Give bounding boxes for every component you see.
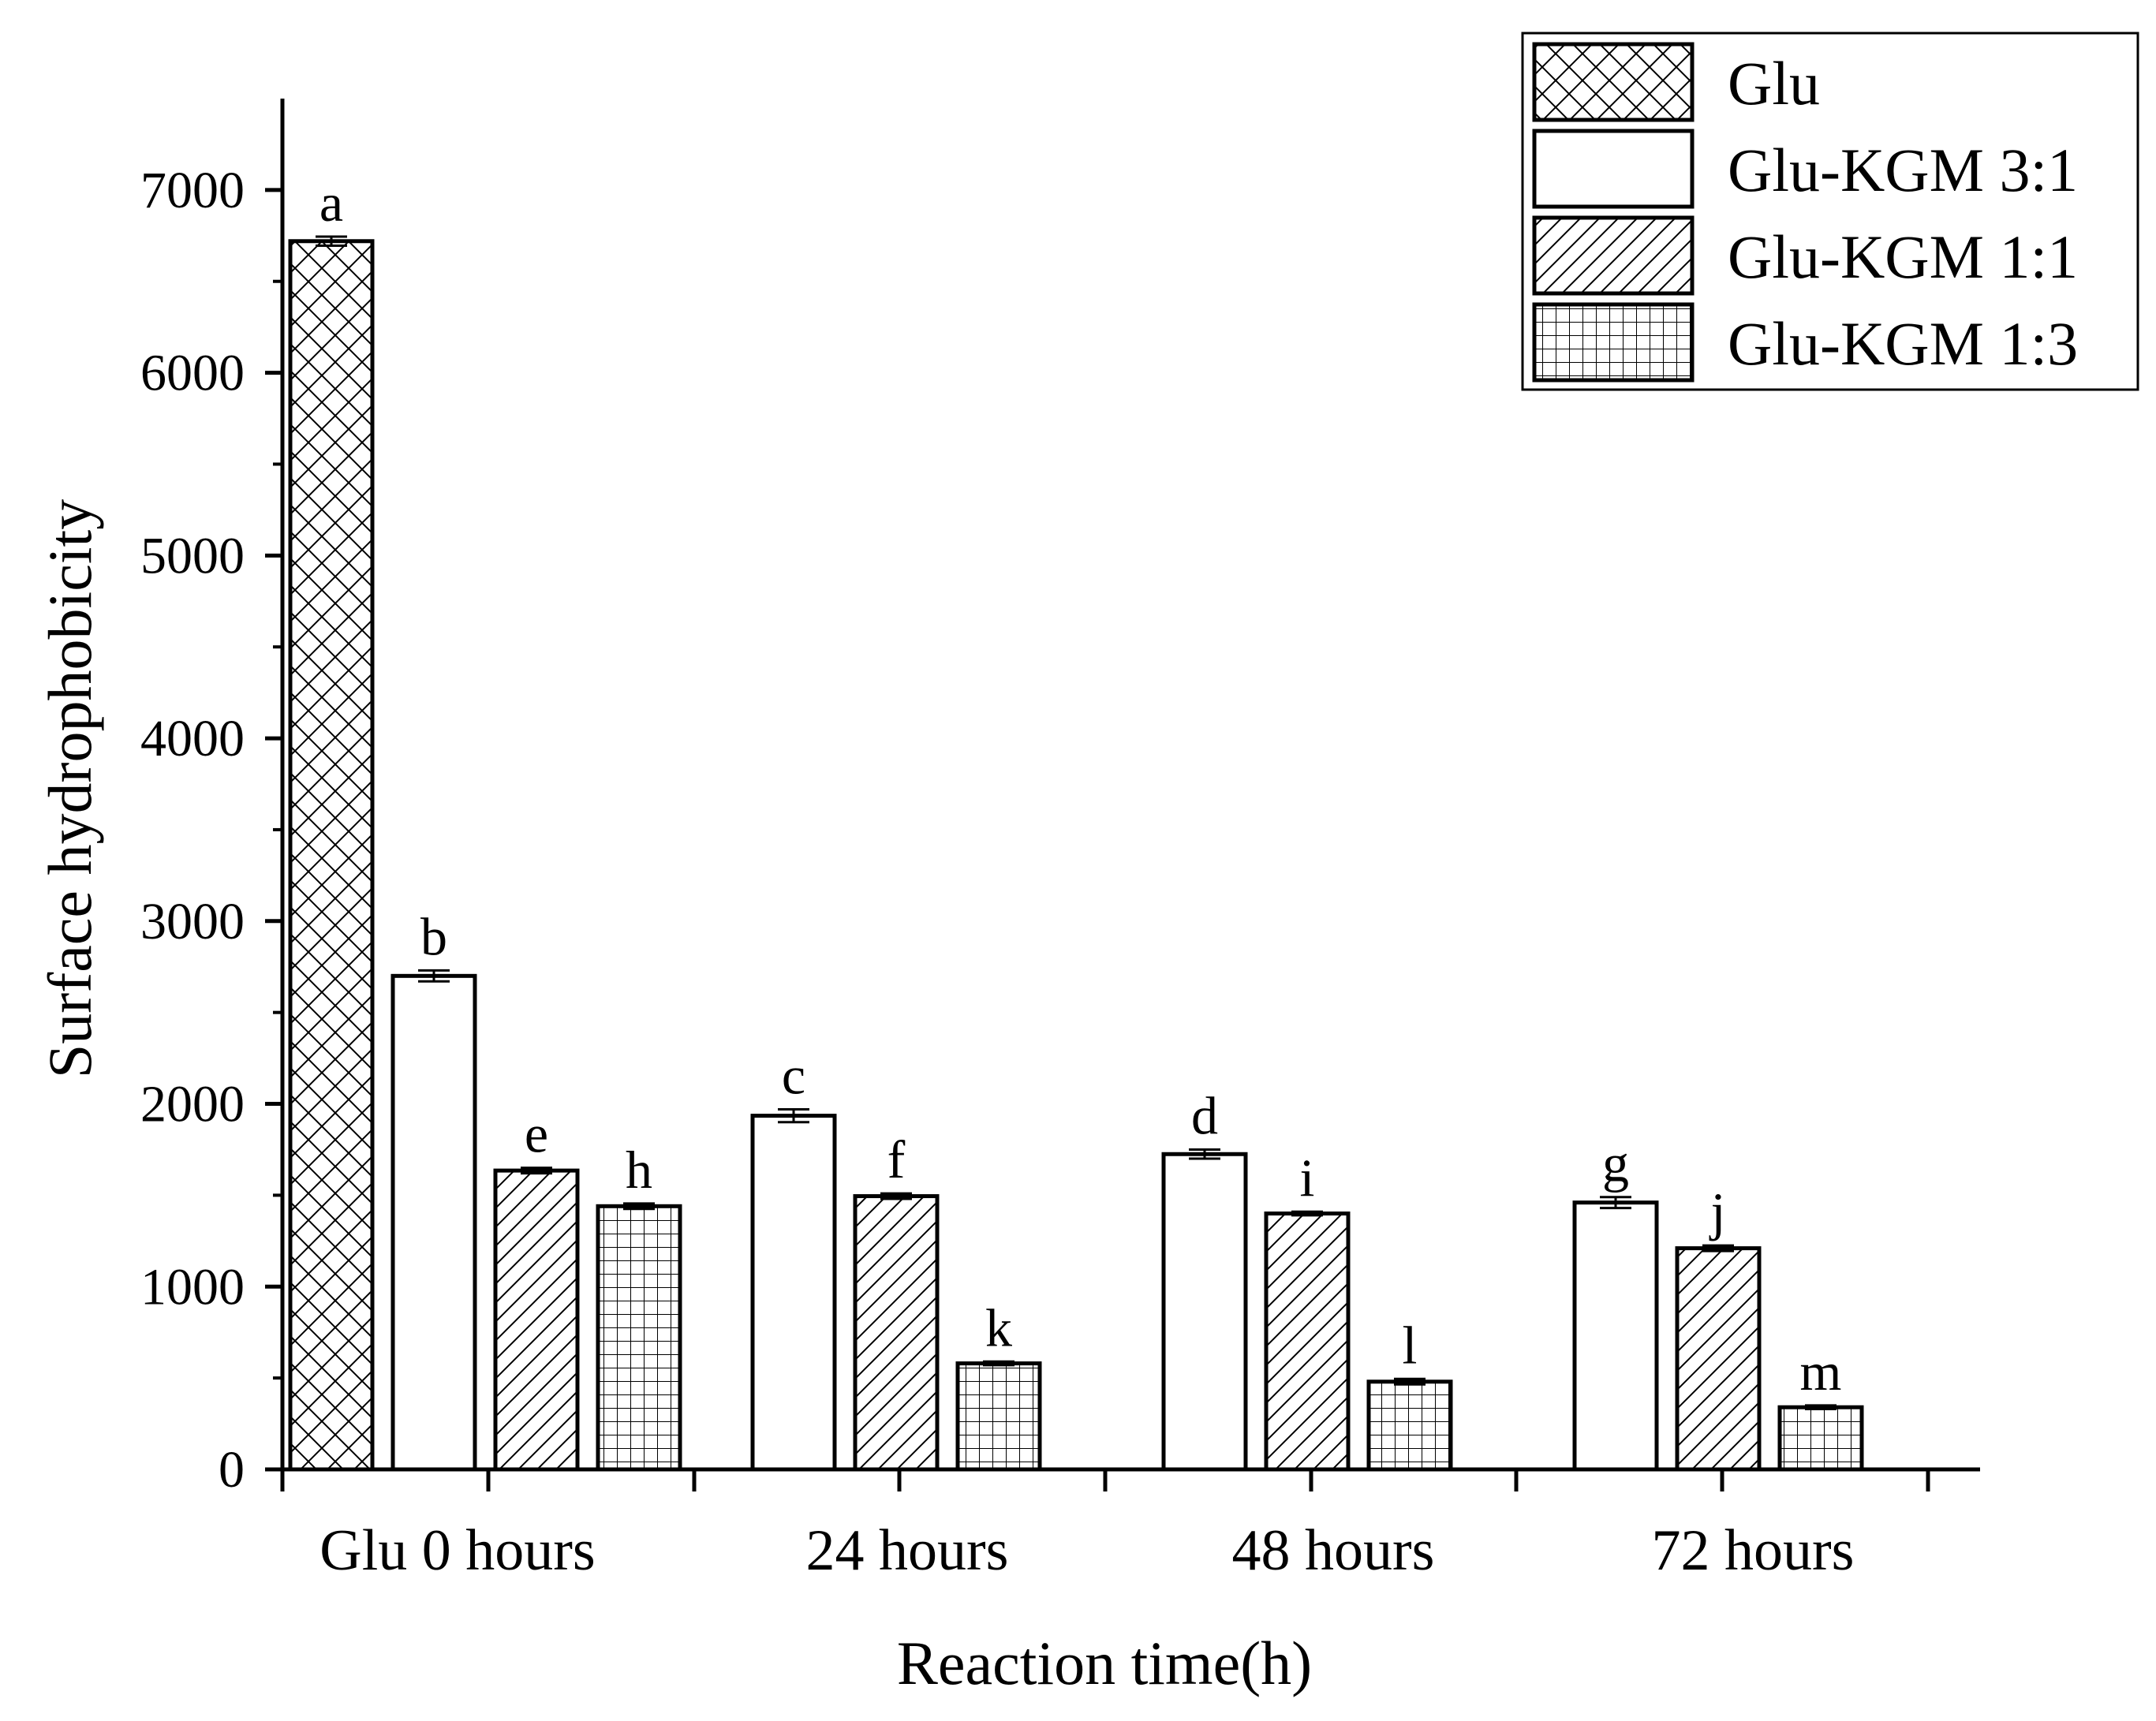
legend-swatch-glu: [1532, 42, 1695, 122]
bar-glu-kgm-1-3-1: [955, 1361, 1042, 1472]
bar-glu-kgm-1-1-2: [1264, 1211, 1351, 1472]
y-tick-label: 2000: [140, 1076, 245, 1133]
bar-glu-kgm-1-1-3: [1675, 1246, 1762, 1472]
x-category-label: 48 hours: [1232, 1518, 1435, 1583]
significance-label: a: [319, 173, 343, 233]
y-tick-label: 3000: [140, 893, 245, 950]
y-axis-title: Surface hydrophobicity: [35, 499, 104, 1078]
x-category-label: Glu 0 hours: [319, 1518, 595, 1583]
bar-glu-kgm-1-3-0: [596, 1204, 682, 1472]
significance-label: l: [1403, 1315, 1418, 1375]
bar-glu-kgm-1-3-3: [1777, 1405, 1864, 1472]
bar-glu-kgm-3-1-2: [1161, 1152, 1248, 1472]
y-tick-label: 1000: [140, 1258, 245, 1316]
x-category-label: 24 hours: [806, 1518, 1009, 1583]
y-tick-label: 4000: [140, 710, 245, 767]
significance-label: h: [626, 1140, 652, 1200]
y-tick-label: 0: [219, 1441, 245, 1499]
significance-label: k: [985, 1297, 1012, 1357]
significance-label: e: [525, 1104, 548, 1164]
bar-glu-kgm-1-1-0: [493, 1168, 580, 1472]
bar-glu-kgm-3-1-0: [390, 973, 477, 1472]
x-axis-title: Reaction time(h): [897, 1629, 1312, 1697]
x-category-label: 72 hours: [1652, 1518, 1855, 1583]
legend-swatch-glu-kgm-1-1: [1532, 215, 1695, 296]
y-tick-label: 5000: [140, 527, 245, 584]
significance-label: g: [1602, 1133, 1629, 1193]
legend-swatch-glu-kgm-3-1: [1532, 129, 1695, 209]
significance-label: d: [1191, 1085, 1218, 1145]
significance-label: j: [1709, 1182, 1726, 1241]
significance-label: f: [887, 1129, 906, 1189]
bar-glu-kgm-1-3-2: [1366, 1379, 1453, 1472]
significance-label: c: [782, 1045, 805, 1105]
legend-label: Glu-KGM 1:1: [1728, 222, 2078, 291]
legend-label: Glu-KGM 3:1: [1728, 136, 2078, 204]
y-tick-label: 6000: [140, 345, 245, 402]
bar-glu-kgm-3-1-1: [750, 1114, 837, 1472]
significance-label: i: [1300, 1148, 1315, 1208]
significance-label: b: [420, 906, 447, 966]
legend-label: Glu-KGM 1:3: [1728, 309, 2078, 378]
bar-glu-kgm-1-1-1: [853, 1194, 940, 1472]
bar-glu-0: [288, 239, 375, 1472]
bar-glu-kgm-3-1-3: [1572, 1200, 1659, 1472]
significance-label: m: [1800, 1342, 1842, 1402]
legend-swatch-glu-kgm-1-3: [1532, 302, 1695, 383]
legend-label: Glu: [1728, 49, 1820, 118]
y-tick-label: 7000: [140, 162, 245, 219]
